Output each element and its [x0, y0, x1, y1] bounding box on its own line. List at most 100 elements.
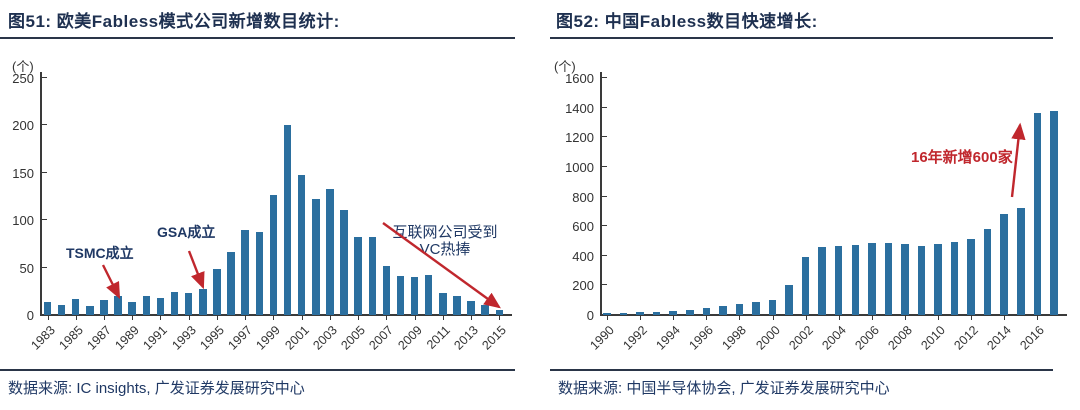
y-axis-tick-label: 400 [572, 248, 594, 264]
x-axis-tick [75, 316, 77, 320]
annotation-arrow [101, 264, 121, 300]
bar-2009 [917, 246, 926, 315]
y-axis-tick-label: 0 [26, 308, 34, 323]
y-axis-tick [602, 195, 607, 197]
title-rule-left [0, 37, 515, 39]
bar-1988 [114, 296, 122, 315]
bar-2013 [467, 300, 475, 315]
x-axis-tick [838, 316, 840, 320]
bar-1999 [269, 194, 278, 315]
bar-1992 [636, 312, 644, 315]
x-axis-tick [904, 316, 906, 320]
x-axis-tick [273, 316, 275, 320]
bar-2007 [884, 242, 893, 315]
annotation-1: GSA成立 [157, 224, 237, 240]
y-axis-tick-label: 1200 [565, 130, 594, 146]
y-axis-tick-label: 0 [586, 308, 594, 323]
x-axis-tick-label: 2016 [1017, 323, 1048, 353]
y-axis-tick-label: 200 [572, 278, 594, 294]
x-axis-tick [358, 316, 360, 320]
bar-2012 [967, 238, 975, 315]
x-axis-tick [673, 316, 675, 320]
x-axis-tick [414, 316, 416, 320]
x-axis-tick [805, 316, 807, 320]
bar-1997 [241, 229, 249, 315]
bar-1991 [156, 297, 165, 315]
y-axis-tick [602, 284, 607, 286]
x-axis-tick [301, 316, 303, 320]
bar-1999 [752, 301, 760, 315]
y-axis-tick-label: 800 [572, 189, 594, 205]
x-axis-tick [216, 316, 218, 320]
y-axis-tick-label: 1600 [565, 71, 594, 86]
bar-2000 [283, 125, 292, 315]
annotation-0: 16年新增600家 [911, 149, 1017, 166]
y-axis-tick [602, 136, 607, 138]
y-axis-tick-label: 1400 [565, 100, 594, 116]
chart-title-right: 图52: 中国Fabless数目快速增长: [556, 12, 818, 31]
bar-1994 [669, 311, 677, 315]
y-axis-tick [602, 77, 607, 78]
annotation-line: TSMC成立 [66, 245, 134, 261]
bar-1983 [43, 301, 52, 315]
bar-2011 [950, 242, 959, 315]
bar-1987 [100, 299, 108, 315]
bar-1997 [719, 306, 727, 315]
x-axis-tick [329, 316, 331, 320]
x-axis-tick-label: 1994 [653, 323, 684, 353]
bar-2005 [354, 237, 362, 315]
x-axis-line [40, 314, 512, 316]
bar-2006 [368, 237, 376, 315]
annotation-line: VC热捧 [419, 241, 471, 259]
x-axis-tick [706, 316, 708, 320]
annotation-arrow [187, 250, 205, 290]
bar-1991 [619, 313, 628, 315]
bar-chart-china-fabless: (个) 0 200 400 600 800 1000 1200 1400 1600 1990 1992… [540, 0, 1080, 410]
bar-1998 [735, 303, 744, 315]
bar-2014 [481, 304, 489, 315]
bar-chart-us-eu-fabless: (个) 0 50 100 150 200 250 1983 1985 1987 1989 1991 19… [12, 59, 512, 353]
bar-2006 [868, 243, 876, 315]
bar-2004 [834, 246, 843, 315]
x-axis-tick [971, 316, 973, 320]
title-rule-right [550, 37, 1053, 39]
bar-1990 [603, 313, 611, 315]
y-axis-tick-label: 200 [12, 118, 34, 134]
y-axis-tick [602, 106, 607, 108]
bar-1985 [71, 298, 80, 315]
bar-1989 [128, 301, 136, 315]
bar-2009 [410, 277, 419, 315]
bar-1998 [255, 231, 264, 315]
x-axis-tick [772, 316, 774, 320]
y-axis-tick [602, 165, 607, 167]
bar-1996 [227, 252, 235, 315]
bar-2001 [785, 285, 793, 315]
x-axis-tick-label: 2014 [984, 323, 1015, 353]
x-axis-tick-label: 2004 [819, 323, 849, 353]
y-axis-tick-label: 250 [12, 71, 34, 86]
panel-fabless-us-eu: 图51: 欧美Fabless模式公司新增数目统计: (个) 0 50 100 150 20… [0, 12, 515, 397]
y-axis-tick-label: 150 [12, 165, 34, 181]
bar-1990 [142, 296, 151, 315]
bar-2004 [340, 209, 348, 315]
x-axis-tick [103, 316, 105, 320]
data-source-left: 数据来源: IC insights, 广发证券发展研究中心 [8, 380, 305, 397]
x-axis-tick [739, 316, 741, 320]
y-axis-tick-label: 1000 [565, 159, 594, 175]
bar-2000 [768, 300, 777, 315]
source-rule-right [550, 369, 1053, 371]
x-axis-tick [386, 316, 388, 320]
x-axis-tick-label: 2008 [885, 323, 915, 353]
bar-2017 [1050, 110, 1058, 315]
y-axis-line [600, 72, 602, 316]
annotation-line: 互联网公司受到 [392, 224, 498, 241]
x-axis-tick [160, 316, 162, 320]
x-axis-tick [871, 316, 873, 320]
bar-2003 [818, 246, 826, 315]
bar-2012 [453, 296, 461, 315]
bar-1995 [686, 309, 694, 315]
x-axis-tick-label: 2010 [918, 323, 948, 353]
x-axis-tick [607, 316, 608, 320]
x-axis-tick-label: 1996 [686, 323, 717, 353]
